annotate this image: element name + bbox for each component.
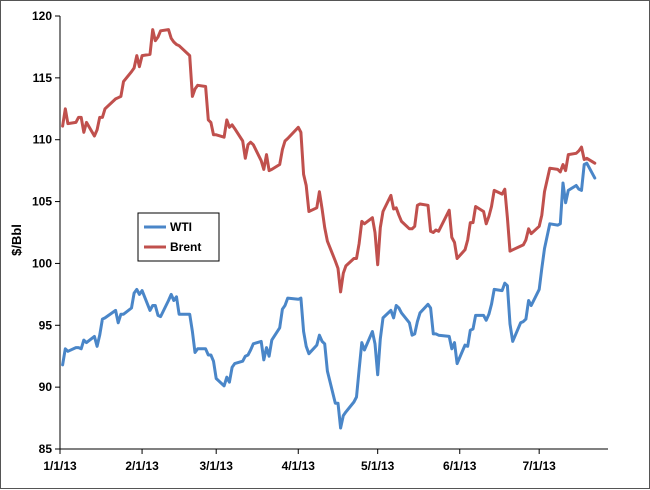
x-tick-label: 5/1/13: [361, 459, 395, 473]
series-lines: [61, 28, 597, 430]
y-axis-label: $/Bbl: [9, 224, 24, 256]
y-tick-labels: 85 90 95 100 105 110 115 120: [32, 9, 52, 456]
x-tick-label: 7/1/13: [522, 459, 556, 473]
y-tick-label: 110: [33, 133, 53, 147]
axes: [55, 15, 608, 454]
y-tick-label: 95: [39, 318, 53, 332]
y-tick-label: 90: [39, 380, 53, 394]
x-tick-label: 6/1/13: [443, 459, 477, 473]
x-tick-labels: 1/1/13 2/1/13 3/1/13 4/1/13 5/1/13 6/1/13 7/1/…: [43, 459, 556, 473]
y-tick-label: 115: [33, 71, 53, 85]
x-tick-label: 3/1/13: [200, 459, 234, 473]
legend-box: [137, 212, 220, 262]
legend-label-wti: WTI: [170, 220, 192, 234]
x-tick-label: 4/1/13: [282, 459, 316, 473]
series-line-wti: [61, 161, 597, 430]
series-line-brent: [61, 28, 597, 294]
y-tick-label: 100: [32, 256, 52, 270]
y-tick-label: 120: [32, 9, 52, 23]
x-tick-label: 1/1/13: [43, 459, 77, 473]
y-tick-label: 85: [39, 442, 53, 456]
y-tick-label: 105: [32, 195, 52, 209]
x-tick-label: 2/1/13: [125, 459, 159, 473]
legend: WTI Brent: [137, 212, 220, 262]
legend-label-brent: Brent: [170, 240, 201, 254]
